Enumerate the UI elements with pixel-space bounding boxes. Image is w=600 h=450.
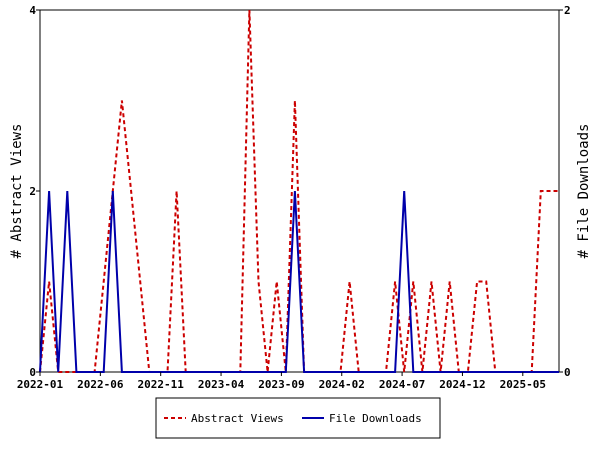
- series-line-abstract-views: [39, 9, 559, 373]
- legend: Abstract Views File Downloads: [155, 397, 441, 439]
- x-tick-label: 2023-09: [258, 378, 304, 391]
- series-layer: [39, 9, 559, 373]
- x-tick-label: 2024-07: [379, 378, 425, 391]
- x-tick-label: 2024-02: [319, 378, 365, 391]
- series-line-file-downloads: [39, 190, 559, 373]
- x-tick-label: 2024-12: [439, 378, 485, 391]
- x-tick-label: 2022-06: [77, 378, 124, 391]
- y-right-axis-title: # File Downloads: [576, 124, 592, 259]
- y-left-tick-label: 0: [29, 366, 36, 379]
- y-right-axis-ticks: 02: [559, 4, 571, 379]
- x-tick-label: 2022-11: [138, 378, 185, 391]
- legend-label-abstract-views: Abstract Views: [191, 412, 284, 425]
- x-axis-ticks: 2022-01 2022-06 2022-11 2023-04 2023-09 2024-…: [17, 372, 546, 391]
- legend-label-file-downloads: File Downloads: [329, 412, 422, 425]
- y-left-tick-label: 2: [29, 185, 36, 198]
- plot-frame: [39, 9, 560, 373]
- legend-box: [155, 397, 441, 439]
- x-tick-label: 2025-05: [500, 378, 546, 391]
- x-tick-label: 2023-04: [198, 378, 245, 391]
- y-left-axis-ticks: 0 2 4: [29, 4, 40, 379]
- y-right-tick-label: 0: [564, 366, 571, 379]
- y-right-tick-label: 2: [564, 4, 571, 17]
- y-left-tick-label: 4: [29, 4, 36, 17]
- x-tick-label: 2022-01: [17, 378, 64, 391]
- y-left-axis-title: # Abstract Views: [9, 124, 25, 259]
